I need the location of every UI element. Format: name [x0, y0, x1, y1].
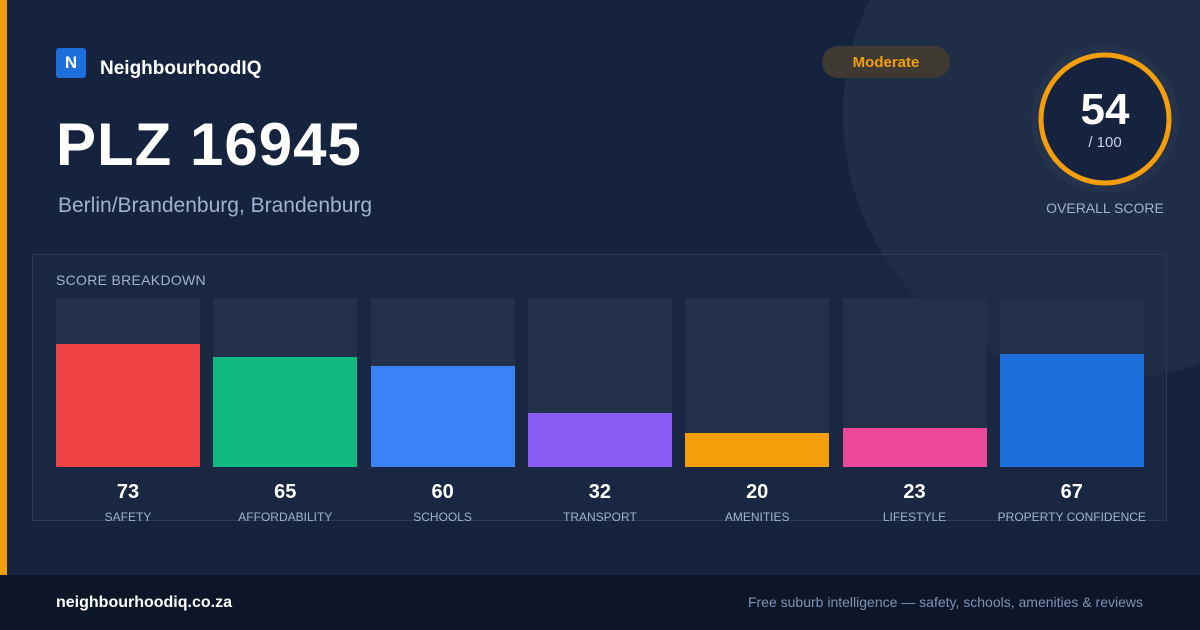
- location-subtitle: Berlin/Brandenburg, Brandenburg: [58, 194, 373, 217]
- bar-value: 23: [903, 481, 926, 503]
- bar-label: TRANSPORT: [562, 510, 637, 524]
- bar-track: [56, 298, 200, 467]
- footer-tagline: Free suburb intelligence — safety, schoo…: [747, 594, 1143, 610]
- bar-fill: [842, 428, 987, 467]
- overall-score-max: / 100: [1088, 134, 1122, 151]
- overall-score-ring: 54 / 100: [1031, 45, 1179, 193]
- score-bar-lifestyle: 23 LIFESTYLE: [842, 298, 987, 524]
- score-ring-graphic: [1038, 52, 1172, 186]
- bar-fill: [213, 357, 358, 467]
- bar-track: [213, 298, 358, 467]
- share-card: N NeighbourhoodIQ PLZ 16945 Berlin/Brand…: [0, 0, 1179, 575]
- bar-label: PROPERTY CONFIDENCE: [997, 510, 1146, 524]
- bar-label: LIFESTYLE: [882, 510, 947, 524]
- score-bar-property-confidence: 67 PROPERTY CONFIDENCE: [998, 298, 1146, 524]
- footer: neighbourhoodiq.co.za Free suburb intell…: [0, 575, 1200, 630]
- bar-fill: [56, 344, 200, 467]
- score-bar-schools: 60 SCHOOLS: [370, 298, 515, 524]
- bar-value: 20: [746, 481, 769, 503]
- brand-logo-icon: N: [56, 48, 86, 78]
- overall-score-value: 54: [1080, 85, 1130, 134]
- footer-url-link[interactable]: neighbourhoodiq.co.za: [56, 594, 232, 611]
- bar-value: 67: [1060, 481, 1083, 503]
- bar-fill: [999, 354, 1144, 467]
- score-bar-amenities: 20 AMENITIES: [685, 298, 830, 524]
- brand-name: NeighbourhoodIQ: [100, 58, 262, 79]
- bar-track: [527, 298, 672, 467]
- score-ring-arc: [1038, 52, 1172, 186]
- bar-label: SCHOOLS: [413, 510, 472, 524]
- bar-track: [685, 298, 830, 467]
- score-bar-safety: 73 SAFETY: [56, 298, 200, 524]
- rating-badge: Moderate: [822, 46, 950, 78]
- breakdown-title: SCORE BREAKDOWN: [56, 272, 206, 288]
- bar-fill: [685, 433, 830, 467]
- bar-track: [842, 298, 987, 467]
- score-bar-transport: 32 TRANSPORT: [527, 298, 672, 524]
- bar-value: 32: [588, 481, 612, 503]
- score-bar-affordability: 65 AFFORDABILITY: [213, 298, 358, 524]
- bar-value: 73: [116, 481, 140, 503]
- bar-track: [999, 298, 1144, 467]
- bar-label: SAFETY: [104, 510, 152, 524]
- bar-label: AFFORDABILITY: [238, 510, 333, 524]
- score-breakdown-panel: SCORE BREAKDOWN 73 SAFETY 65 AFFORDABILITY 6…: [32, 254, 1167, 524]
- bar-value: 65: [274, 481, 297, 503]
- accent-stripe: [0, 0, 7, 575]
- bar-fill: [527, 413, 672, 467]
- brand[interactable]: N NeighbourhoodIQ: [56, 46, 261, 80]
- overall-score-caption: OVERALL SCORE: [1046, 200, 1164, 216]
- page-title: PLZ 16945: [56, 111, 362, 178]
- bar-label: AMENITIES: [724, 510, 790, 524]
- bar-track: [370, 298, 515, 467]
- bar-value: 60: [431, 481, 454, 503]
- bar-fill: [370, 366, 515, 467]
